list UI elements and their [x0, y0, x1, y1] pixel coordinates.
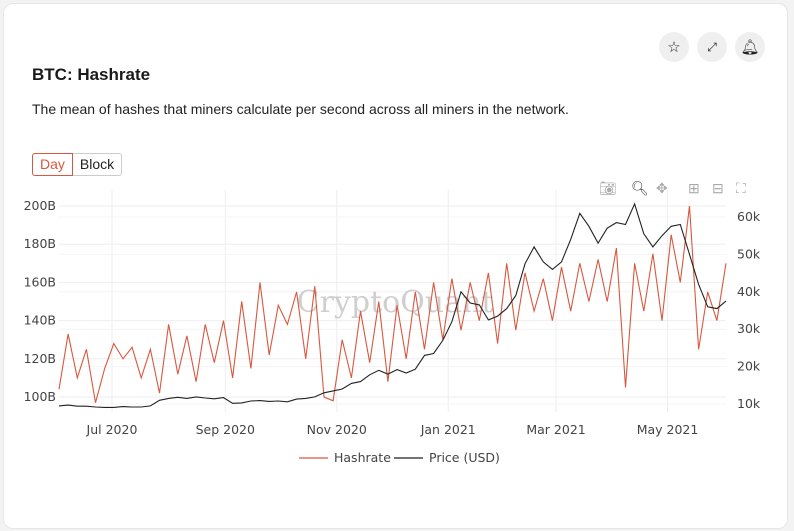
resolution-toggle: Day Block	[32, 153, 123, 176]
x-tick-label: Mar 2021	[526, 422, 585, 437]
toggle-block[interactable]: Block	[72, 153, 123, 176]
legend: Hashrate Price (USD)	[299, 450, 500, 465]
expand-icon: ⤢	[707, 39, 717, 54]
y-left-tick-label: 200B	[24, 198, 56, 213]
zoom-in-icon[interactable]: ⊞	[688, 180, 700, 196]
zoom-icon[interactable]: 🔍︎	[631, 180, 649, 196]
toggle-day[interactable]: Day	[32, 153, 73, 176]
x-tick-label: Jul 2020	[86, 422, 138, 437]
expand-button[interactable]: ⤢	[697, 32, 727, 62]
bell-icon: 🔔︎	[740, 39, 760, 56]
star-icon: ☆	[667, 39, 681, 56]
watermark: CryptoQuant	[297, 285, 494, 320]
bell-button[interactable]: 🔔︎	[735, 32, 765, 62]
camera-icon[interactable]: 📷︎	[599, 180, 617, 196]
y-left-tick-label: 120B	[24, 351, 56, 366]
x-tick-label: Nov 2020	[307, 422, 367, 437]
y-right-tick-label: 60k	[737, 209, 761, 224]
y-left-tick-label: 180B	[24, 236, 56, 251]
zoom-out-icon[interactable]: ⊟	[712, 180, 724, 196]
y-right-tick-label: 20k	[737, 359, 761, 374]
y-right-tick-label: 50k	[737, 246, 761, 261]
chart-card: ☆ ⤢ 🔔︎ BTC: Hashrate The mean of hashes …	[3, 3, 788, 529]
y-right-tick-label: 40k	[737, 284, 761, 299]
autoscale-icon[interactable]: ⛶	[736, 180, 746, 196]
hashrate-line	[58, 205, 727, 403]
x-tick-label: May 2021	[637, 422, 699, 437]
y-right-tick-label: 30k	[737, 321, 761, 336]
y-left-tick-label: 160B	[24, 274, 56, 289]
legend-hashrate[interactable]: Hashrate	[334, 450, 391, 465]
y-left-tick-label: 100B	[24, 389, 56, 404]
description: The mean of hashes that miners calculate…	[32, 101, 569, 117]
y-right-tick-label: 10k	[737, 396, 761, 411]
pan-icon[interactable]: ✥	[656, 180, 668, 196]
page-title: BTC: Hashrate	[32, 65, 151, 84]
legend-price[interactable]: Price (USD)	[429, 450, 500, 465]
price-line	[58, 202, 727, 408]
y-left-tick-label: 140B	[24, 313, 56, 328]
x-tick-label: Jan 2021	[420, 422, 476, 437]
x-tick-label: Sep 2020	[196, 422, 255, 437]
star-button[interactable]: ☆	[659, 32, 689, 62]
